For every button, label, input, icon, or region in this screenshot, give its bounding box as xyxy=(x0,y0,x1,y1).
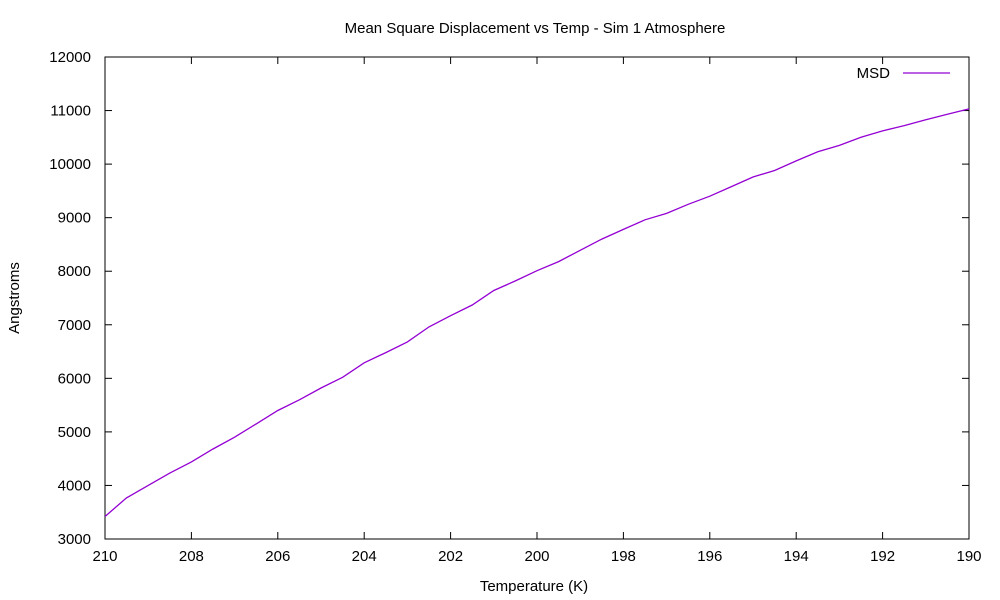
y-tick-label: 8000 xyxy=(58,263,91,280)
legend-label-msd: MSD xyxy=(857,65,891,82)
x-axis-ticks: 210 208 206 204 202 200 198 196 194 192 190 xyxy=(92,57,982,565)
x-tick-label: 204 xyxy=(352,548,377,565)
plot-frame xyxy=(104,56,970,540)
x-tick-label: 210 xyxy=(92,548,117,565)
y-tick-label: 6000 xyxy=(58,370,91,387)
x-tick-label: 200 xyxy=(524,548,549,565)
x-tick-label: 208 xyxy=(179,548,204,565)
x-tick-label: 206 xyxy=(265,548,290,565)
y-tick-label: 11000 xyxy=(50,103,91,120)
series-layer xyxy=(104,108,970,517)
legend: MSD xyxy=(857,65,950,82)
y-axis-ticks: 3000 4000 5000 6000 7000 8000 9000 10000 11000 12… xyxy=(49,49,969,548)
y-tick-label: 12000 xyxy=(49,49,91,66)
x-tick-label: 196 xyxy=(697,548,722,565)
y-tick-label: 7000 xyxy=(58,317,91,334)
y-tick-label: 10000 xyxy=(49,156,91,173)
x-tick-label: 198 xyxy=(611,548,636,565)
y-tick-label: 3000 xyxy=(58,531,91,548)
y-axis-title: Angstroms xyxy=(6,262,23,334)
x-tick-label: 202 xyxy=(438,548,463,565)
y-tick-label: 9000 xyxy=(58,210,91,227)
chart-title: Mean Square Displacement vs Temp - Sim 1… xyxy=(345,20,726,37)
series-line-msd xyxy=(104,108,970,517)
x-tick-label: 194 xyxy=(784,548,809,565)
y-tick-label: 5000 xyxy=(58,424,91,441)
y-tick-label: 4000 xyxy=(58,477,91,494)
x-tick-label: 192 xyxy=(870,548,895,565)
x-tick-label: 190 xyxy=(956,548,981,565)
x-axis-title: Temperature (K) xyxy=(480,578,588,595)
